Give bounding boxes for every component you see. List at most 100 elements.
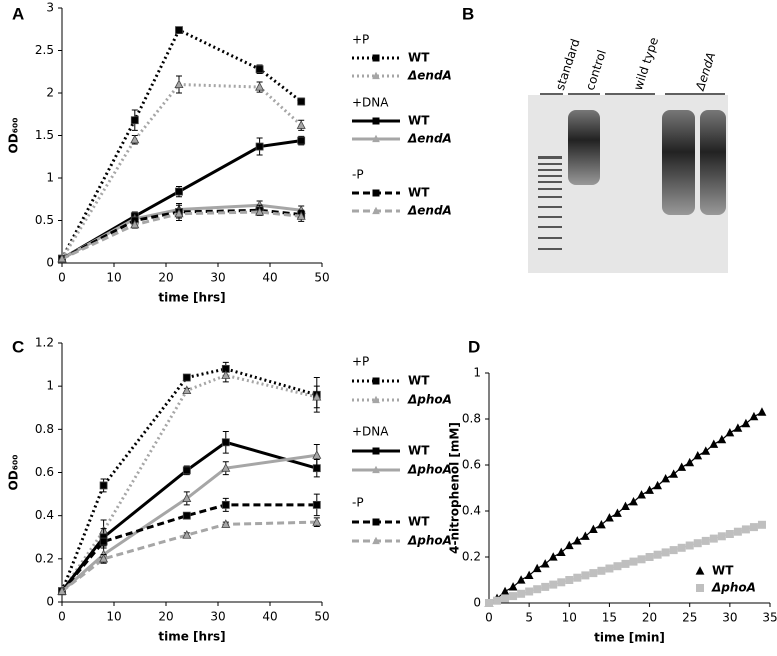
marker xyxy=(524,570,534,579)
x-axis-title: time [min] xyxy=(594,631,665,645)
legend-group: +P xyxy=(352,33,369,47)
marker xyxy=(312,500,321,509)
marker xyxy=(182,493,192,502)
y-tick-label: 1 xyxy=(46,171,54,185)
marker xyxy=(297,97,306,106)
lane-label: ΔendA xyxy=(693,51,719,93)
marker xyxy=(500,586,510,596)
marker xyxy=(182,511,191,520)
x-tick-label: 40 xyxy=(262,271,277,285)
x-tick-label: 35 xyxy=(762,611,777,625)
marker xyxy=(130,134,140,144)
marker xyxy=(130,219,140,229)
x-tick-label: 10 xyxy=(562,611,577,625)
marker xyxy=(516,575,526,584)
marker xyxy=(588,524,598,533)
x-axis-title: time [hrs] xyxy=(158,630,225,644)
marker xyxy=(725,530,734,538)
marker xyxy=(589,569,598,578)
marker xyxy=(572,536,582,545)
x-tick-label: 20 xyxy=(158,271,173,285)
y-tick-label: 0.8 xyxy=(35,422,54,436)
marker xyxy=(501,594,510,603)
marker xyxy=(517,589,526,598)
marker xyxy=(573,573,582,582)
marker xyxy=(757,407,767,416)
marker xyxy=(709,439,719,448)
marker xyxy=(629,557,638,566)
marker xyxy=(597,520,606,529)
marker xyxy=(493,596,502,605)
marker xyxy=(297,136,306,145)
marker xyxy=(221,370,231,379)
y-tick-label: 0.2 xyxy=(462,550,481,564)
marker xyxy=(296,211,306,220)
x-tick-label: 10 xyxy=(106,610,121,624)
gel-panel: B standard control wild type ΔendA xyxy=(462,4,728,273)
series-line xyxy=(61,210,302,261)
legend-group: +DNA xyxy=(352,96,389,110)
y-tick-label: 0 xyxy=(473,596,481,610)
marker xyxy=(540,559,550,568)
marker xyxy=(548,552,558,561)
marker xyxy=(741,525,750,534)
marker xyxy=(733,527,742,536)
marker xyxy=(532,563,542,573)
legend-group: -P xyxy=(352,496,364,510)
marker xyxy=(645,485,654,494)
x-axis-title: time [hrs] xyxy=(158,291,225,305)
y-tick-label: 0.4 xyxy=(462,504,481,518)
marker xyxy=(372,134,380,143)
marker xyxy=(312,517,322,526)
marker xyxy=(695,566,705,575)
marker xyxy=(693,451,703,460)
y-tick-label: 1 xyxy=(46,379,54,393)
marker xyxy=(57,253,67,263)
marker xyxy=(175,187,183,196)
x-tick-label: 30 xyxy=(210,271,225,285)
marker xyxy=(701,536,710,545)
series-line xyxy=(60,82,303,260)
gel-smear xyxy=(700,110,726,215)
marker xyxy=(653,550,662,559)
marker xyxy=(174,79,184,89)
lane-label: control xyxy=(583,48,609,92)
marker xyxy=(312,391,322,401)
legend-label: ΔendA xyxy=(407,204,452,218)
marker xyxy=(508,582,518,591)
y-axis-title: OD₆₀₀ xyxy=(7,118,21,154)
marker xyxy=(696,584,704,592)
marker xyxy=(541,582,550,591)
legend-label: ΔphoA xyxy=(407,393,452,407)
y-tick-label: 2.5 xyxy=(35,43,54,57)
marker xyxy=(685,457,695,467)
marker xyxy=(669,469,679,478)
legend-group: +P xyxy=(352,355,369,369)
legend-label: WT xyxy=(408,515,430,529)
marker xyxy=(372,447,380,455)
x-tick-label: 20 xyxy=(158,610,173,624)
marker xyxy=(372,54,380,62)
panel-letter: B xyxy=(462,4,474,23)
lane-label: standard xyxy=(553,37,583,92)
gel-image xyxy=(528,95,728,273)
legend-label: ΔendA xyxy=(407,69,452,83)
marker xyxy=(525,587,534,596)
marker xyxy=(709,534,718,543)
marker xyxy=(255,65,264,74)
x-tick-label: 30 xyxy=(210,610,225,624)
marker xyxy=(653,480,662,490)
marker xyxy=(221,463,231,472)
marker xyxy=(182,385,192,395)
marker xyxy=(372,71,380,80)
marker xyxy=(99,537,108,546)
panel-letter: C xyxy=(12,337,24,356)
lane-label: wild type xyxy=(631,36,661,92)
marker xyxy=(749,411,759,421)
marker xyxy=(221,438,230,447)
marker xyxy=(221,500,230,509)
marker xyxy=(757,520,766,529)
marker xyxy=(725,428,735,437)
gel-smear xyxy=(568,110,600,185)
